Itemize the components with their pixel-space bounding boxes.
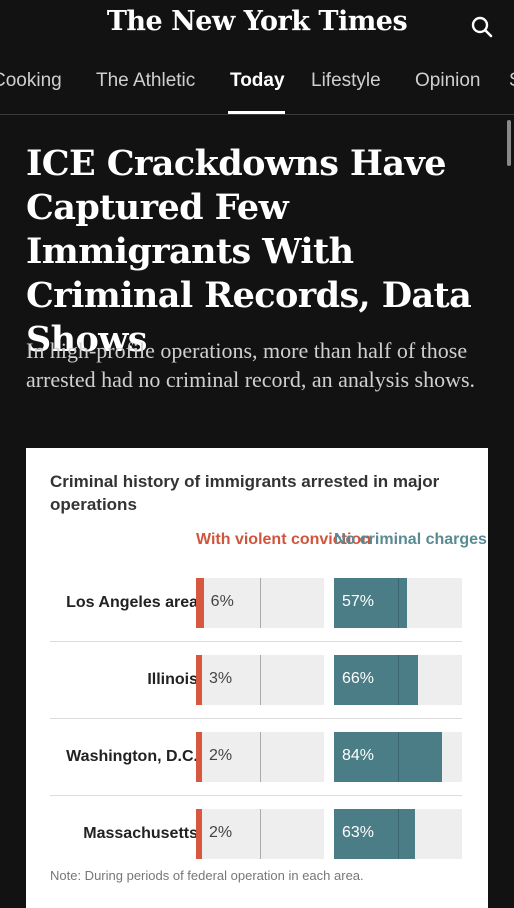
violent-bar-track: 6% [196, 578, 324, 628]
tab-cooking[interactable]: Cooking [0, 70, 62, 91]
midline [260, 732, 261, 782]
midline [398, 732, 399, 782]
midline [398, 578, 399, 628]
no-criminal-bar-track: 57% [334, 578, 462, 628]
article-headline: ICE Crackdowns Have Captured Few Immigra… [26, 143, 472, 360]
violent-bar [196, 809, 202, 859]
midline [260, 809, 261, 859]
chart-note: Note: During periods of federal operatio… [50, 868, 364, 883]
midline [260, 578, 261, 628]
tab-lifestyle[interactable]: Lifestyle [311, 70, 381, 91]
no-criminal-bar [334, 732, 442, 782]
tab-the-athletic[interactable]: The Athletic [96, 70, 196, 91]
search-icon[interactable] [470, 15, 494, 39]
section-tabs: Cooking The Athletic Today Lifestyle Opi… [0, 62, 514, 115]
violent-value-label: 3% [209, 670, 233, 687]
midline [398, 655, 399, 705]
scrollbar[interactable] [507, 120, 511, 166]
midline [260, 655, 261, 705]
legend-no-criminal-charges: No criminal charges [334, 531, 487, 548]
no-criminal-bar [334, 809, 415, 859]
no-criminal-bar-track: 66% [334, 655, 462, 705]
no-criminal-value-label: 57% [342, 593, 375, 610]
violent-bar-track: 2% [196, 809, 324, 859]
violent-bar [196, 655, 202, 705]
violent-bar [196, 732, 202, 782]
article-summary: In high-profile operations, more than ha… [26, 338, 476, 392]
no-criminal-bar [334, 578, 407, 628]
violent-value-label: 2% [209, 747, 233, 764]
tab-today[interactable]: Today [230, 70, 285, 91]
no-criminal-bar-track: 84% [334, 732, 462, 782]
tab-s-truncated[interactable]: S [509, 70, 514, 92]
legend-violent-conviction: With violent conviction [196, 531, 371, 548]
no-criminal-value-label: 63% [342, 824, 375, 841]
violent-bar-track: 3% [196, 655, 324, 705]
no-criminal-bar [334, 655, 419, 705]
nyt-logo[interactable]: The New York Times [106, 6, 408, 37]
chart-row: Illinois 3% 66% [50, 655, 462, 732]
category-label: Los Angeles area [66, 594, 198, 611]
tab-opinion[interactable]: Opinion [415, 70, 481, 91]
row-divider [50, 795, 462, 796]
row-divider [50, 641, 462, 642]
midline [398, 809, 399, 859]
active-tab-indicator [228, 111, 285, 114]
category-label: Illinois [147, 671, 198, 688]
chart-graphic: Criminal history of immigrants arrested … [26, 448, 488, 908]
violent-value-label: 2% [209, 824, 233, 841]
chart-row: Washington, D.C. 2% 84% [50, 732, 462, 809]
no-criminal-value-label: 66% [342, 670, 375, 687]
masthead: The New York Times [0, 0, 514, 52]
chart-title: Criminal history of immigrants arrested … [50, 472, 440, 514]
violent-bar [196, 578, 204, 628]
no-criminal-bar-track: 63% [334, 809, 462, 859]
violent-bar-track: 2% [196, 732, 324, 782]
category-label: Washington, D.C. [66, 748, 198, 765]
chart-row: Los Angeles area 6% 57% [50, 578, 462, 655]
row-divider [50, 718, 462, 719]
no-criminal-value-label: 84% [342, 747, 375, 764]
chart-row: Massachusetts 2% 63% [50, 809, 462, 886]
violent-value-label: 6% [210, 593, 234, 610]
category-label: Massachusetts [83, 825, 198, 842]
